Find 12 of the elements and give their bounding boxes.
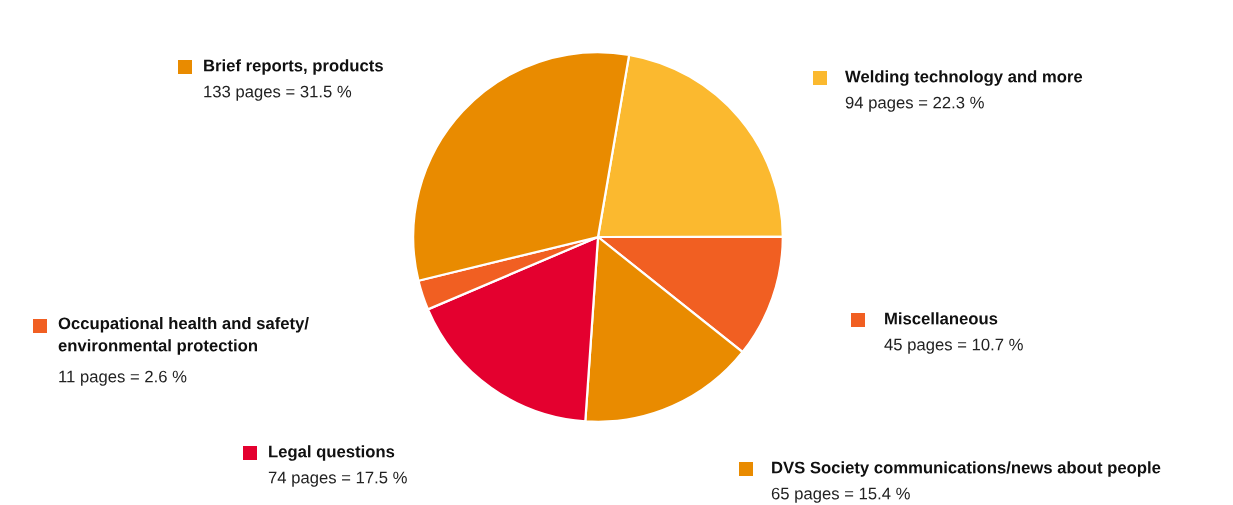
legend-label: Miscellaneous	[885, 312, 998, 325]
data-label: 74 pages = 17.5 %	[268, 471, 407, 487]
legend-label: DVS Society communications/news about people	[772, 461, 1161, 477]
legend-label: Brief reports, products	[204, 59, 383, 75]
data-label: 133 pages = 31.5 %	[204, 85, 352, 101]
legend-label: Legal questions	[269, 445, 395, 461]
legend-label: Occupational health and safety/ environmental protection	[58, 317, 309, 355]
legend-label: Welding technology and more	[845, 70, 1083, 86]
data-label: 11 pages = 2.6 %	[59, 370, 187, 386]
data-label: 45 pages = 10.7 %	[884, 338, 1023, 354]
data-label: 94 pages = 22.3 %	[845, 96, 984, 112]
data-label: 65 pages = 15.4 %	[771, 487, 910, 503]
